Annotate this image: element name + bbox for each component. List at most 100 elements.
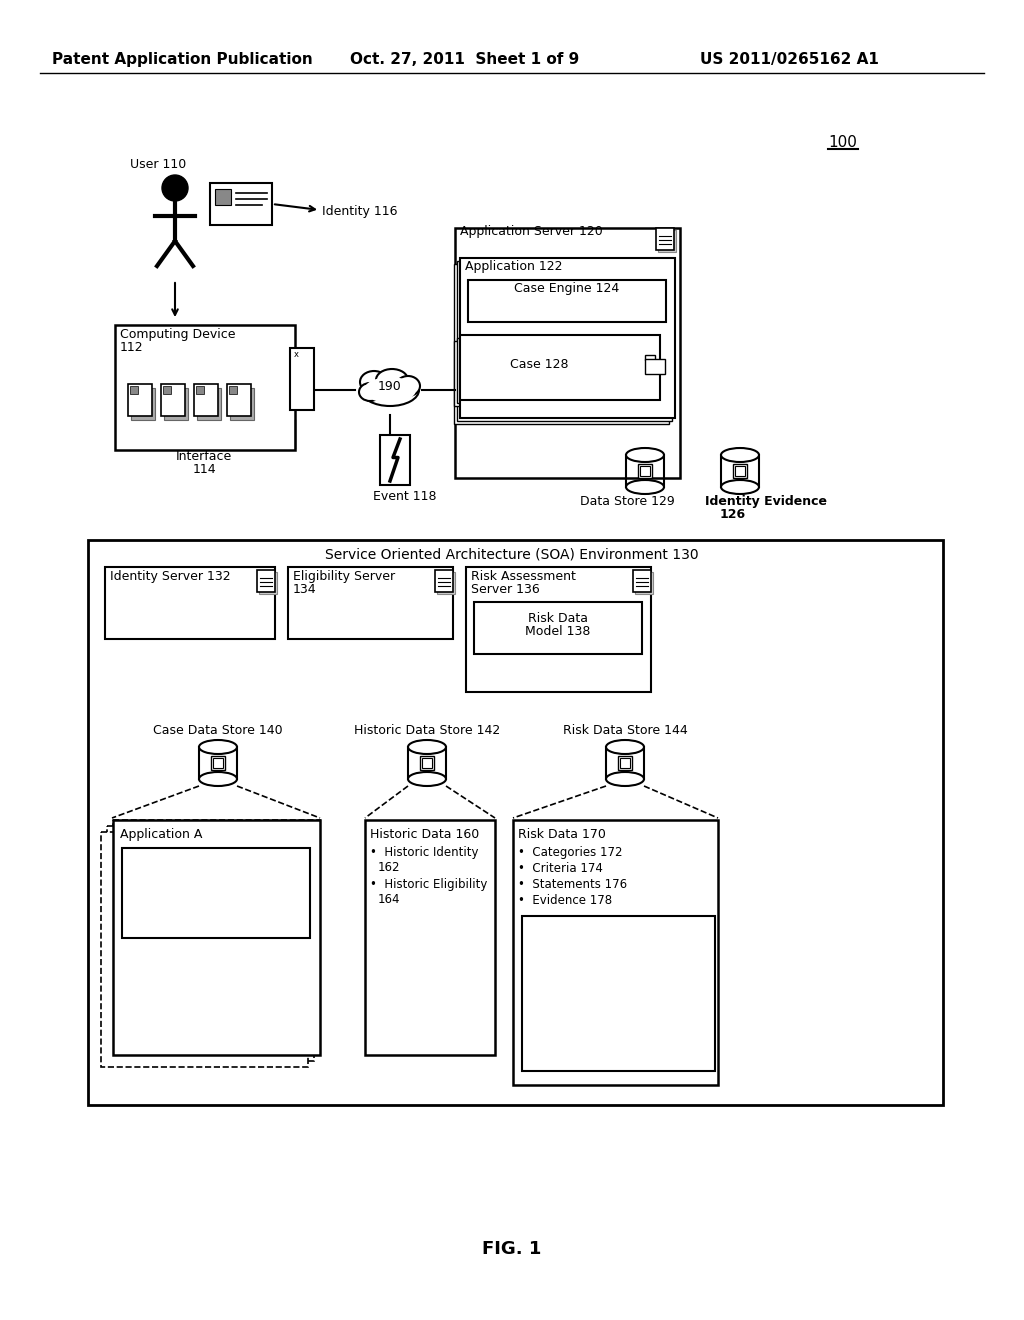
Bar <box>161 384 185 416</box>
Text: Application A: Application A <box>120 828 203 841</box>
Text: •  Element A: • Element A <box>540 939 615 950</box>
Text: Case 128: Case 128 <box>510 358 568 371</box>
Bar <box>638 465 652 478</box>
Bar <box>257 570 275 591</box>
Ellipse shape <box>376 370 408 391</box>
Text: Data Store 129: Data Store 129 <box>580 495 675 508</box>
Text: 134: 134 <box>293 583 316 597</box>
Bar <box>365 820 495 1055</box>
Bar <box>229 385 237 393</box>
Bar <box>194 384 218 416</box>
Bar <box>230 388 254 420</box>
Bar <box>211 756 225 770</box>
Text: Case Data Store 140: Case Data Store 140 <box>154 723 283 737</box>
Text: Risk Data Store 144: Risk Data Store 144 <box>562 723 687 737</box>
Bar <box>227 384 251 416</box>
Text: Application 122: Application 122 <box>465 260 562 273</box>
Bar <box>113 820 319 1055</box>
Ellipse shape <box>359 383 381 401</box>
Text: Interface: Interface <box>176 450 232 463</box>
Text: •  Artifacts 180: • Artifacts 180 <box>527 920 617 933</box>
Bar <box>122 847 310 939</box>
Text: Case Rules 150: Case Rules 150 <box>168 851 264 865</box>
Bar <box>163 385 171 393</box>
Bar <box>522 916 715 1071</box>
Text: Risk Assessment: Risk Assessment <box>471 570 575 583</box>
Bar <box>455 228 680 478</box>
Ellipse shape <box>606 772 644 785</box>
Circle shape <box>162 176 188 201</box>
Text: Identity 116: Identity 116 <box>322 205 397 218</box>
Text: •  Element B: • Element B <box>540 954 615 968</box>
Text: Identity Server 132: Identity Server 132 <box>110 570 230 583</box>
Text: Patent Application Publication: Patent Application Publication <box>52 51 312 67</box>
Ellipse shape <box>396 376 420 396</box>
Text: Event 118: Event 118 <box>373 490 436 503</box>
Bar <box>259 572 278 594</box>
Bar <box>164 388 188 420</box>
Bar <box>658 230 676 252</box>
Bar <box>130 385 138 393</box>
Text: 112: 112 <box>120 341 143 354</box>
Ellipse shape <box>360 371 388 393</box>
Bar <box>113 820 319 1055</box>
Bar <box>618 756 632 770</box>
Bar <box>735 466 745 477</box>
Bar <box>290 348 314 411</box>
Bar <box>457 261 672 421</box>
Text: US 2011/0265162 A1: US 2011/0265162 A1 <box>700 51 879 67</box>
Bar <box>380 436 410 484</box>
Ellipse shape <box>721 447 759 462</box>
Text: Identity Evidence: Identity Evidence <box>705 495 827 508</box>
Text: •  Categories 172: • Categories 172 <box>518 846 623 859</box>
Ellipse shape <box>606 741 644 754</box>
Bar <box>196 385 204 393</box>
Bar <box>420 756 434 770</box>
Bar <box>210 183 272 224</box>
Bar <box>468 280 666 322</box>
Bar <box>733 465 746 478</box>
Bar <box>460 257 675 418</box>
Text: FIG. 1: FIG. 1 <box>482 1239 542 1258</box>
Text: 114: 114 <box>193 463 216 477</box>
Text: User 110: User 110 <box>130 158 186 172</box>
Bar <box>422 758 432 768</box>
Bar <box>131 388 155 420</box>
Bar <box>656 228 674 249</box>
Bar <box>106 826 314 1061</box>
Ellipse shape <box>408 741 446 754</box>
Text: Oct. 27, 2011  Sheet 1 of 9: Oct. 27, 2011 Sheet 1 of 9 <box>350 51 580 67</box>
Bar <box>633 570 651 591</box>
Text: •  Primary Factors 152: • Primary Factors 152 <box>128 870 260 883</box>
Text: •  Statements 176: • Statements 176 <box>518 878 627 891</box>
Ellipse shape <box>199 741 237 754</box>
Text: Case Engine 124: Case Engine 124 <box>514 282 620 294</box>
Bar <box>466 568 651 692</box>
Text: 126: 126 <box>720 508 746 521</box>
Text: Risk Data: Risk Data <box>528 612 588 624</box>
Text: Server 136: Server 136 <box>471 583 540 597</box>
Text: 190: 190 <box>378 380 401 393</box>
Text: 162: 162 <box>378 861 400 874</box>
Bar <box>640 466 650 477</box>
Text: •  Secondary Factors 154: • Secondary Factors 154 <box>128 887 276 900</box>
Ellipse shape <box>361 374 419 407</box>
Bar <box>513 820 718 1085</box>
Text: Application Server 120: Application Server 120 <box>460 224 603 238</box>
Text: Service Oriented Architecture (SOA) Environment 130: Service Oriented Architecture (SOA) Envi… <box>326 548 698 562</box>
Text: Risk Data 170: Risk Data 170 <box>518 828 606 841</box>
Bar <box>635 572 653 594</box>
Bar <box>215 189 231 205</box>
Bar <box>101 832 308 1067</box>
Text: Historic Data Store 142: Historic Data Store 142 <box>354 723 500 737</box>
Ellipse shape <box>408 772 446 785</box>
Bar <box>197 388 221 420</box>
Text: x: x <box>294 350 299 359</box>
Bar <box>645 355 655 360</box>
Text: 164: 164 <box>378 894 400 906</box>
Text: Computing Device: Computing Device <box>120 327 236 341</box>
Text: Model 138: Model 138 <box>525 624 591 638</box>
Ellipse shape <box>626 447 664 462</box>
Bar <box>115 325 295 450</box>
Text: •  Criteria 174: • Criteria 174 <box>518 862 603 875</box>
